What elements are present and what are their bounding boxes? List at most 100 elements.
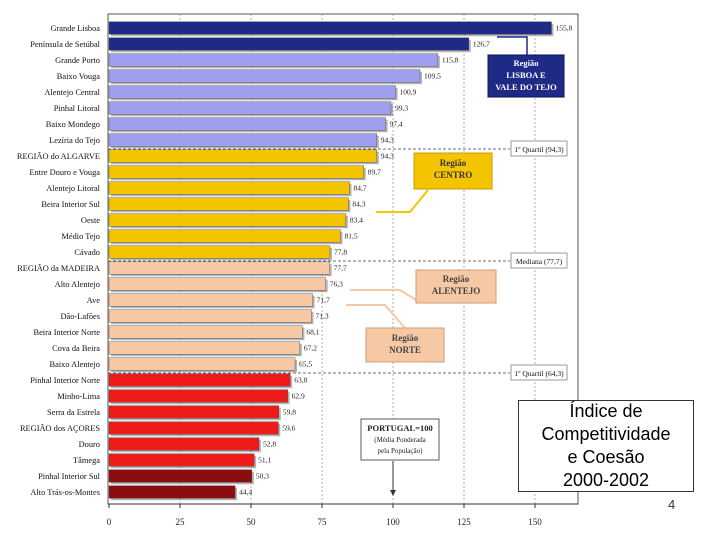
lisboa-region-text: VALE DO TEJO [495,82,557,92]
bar-13 [108,213,347,227]
centro-region-text: Região [440,158,467,168]
bar-1 [108,21,552,35]
reference-label-box [510,140,568,157]
bar-20 [108,325,303,339]
bar-25 [108,405,280,419]
value-label: 65,5 [299,360,312,369]
category-label: Baixo Alentejo [50,360,100,369]
value-label: 76,3 [330,280,343,289]
bar-24 [108,389,288,403]
reference-label: 1º Quartil (94,3) [514,145,564,154]
value-label: 109,5 [424,72,441,81]
x-tick-label: 25 [176,517,186,527]
category-label: Pinhal Litoral [54,104,101,113]
norte-region-text: Região [392,333,419,343]
value-label: 89,7 [368,168,381,177]
portugal-arrowhead [390,490,396,496]
bar-16 [108,261,330,275]
centro-region-box [413,152,493,190]
reference-label: 1º Quartil (64,3) [514,369,564,378]
norte-region-text: NORTE [389,345,421,355]
lisboa-region-box [487,54,565,98]
value-label: 77,8 [334,248,347,257]
value-label: 94,3 [381,136,394,145]
value-label: 126,7 [473,40,490,49]
value-label: 59,8 [283,408,296,417]
category-label: REGIÃO da MADEIRA [17,263,100,273]
category-label: Baixo Mondego [46,120,100,129]
category-label: Península de Setúbal [30,40,100,49]
chart-caption: Índice de Competitividade e Coesão 2000-… [518,400,694,492]
lisboa-connector [497,36,528,55]
alentejo-region-text: Região [443,274,470,284]
page-number: 4 [668,497,676,512]
value-label: 59,6 [282,424,295,433]
category-label: Dão-Lafões [60,312,100,321]
x-tick-label: 125 [457,517,471,527]
category-label: REGIÃO dos AÇORES [20,423,100,433]
category-label: Grande Porto [55,56,100,65]
reference-label-box [510,364,568,381]
lisboa-region-text: LISBOA E [506,70,546,80]
caption-line-2: Competitividade [541,424,671,444]
bar-7 [108,117,386,131]
reference-label: Mediana (77,7) [516,257,563,266]
value-label: 83,4 [350,216,363,225]
category-label: Beira Interior Sul [41,200,100,209]
reference-label-box [510,252,568,269]
category-label: Cova da Beira [52,344,100,353]
value-label: 84,3 [352,200,365,209]
value-label: 94,3 [381,152,394,161]
bar-30 [108,485,236,499]
value-label: 77,7 [334,264,347,273]
category-label: Ave [87,296,101,305]
centro-connector [376,189,429,213]
bar-22 [108,357,296,371]
x-tick-label: 50 [247,517,257,527]
alentejo-region-box [415,269,497,304]
category-label: Baixo Vouga [57,72,100,81]
norte-connector [346,304,406,329]
portugal-text: (Média Ponderada [374,436,426,444]
bar-15 [108,245,331,259]
value-label: 84,7 [354,184,367,193]
value-label: 97,4 [390,120,403,129]
category-label: Pinhal Interior Norte [30,376,100,385]
category-label: Douro [79,440,100,449]
alentejo-region-text: ALENTEJO [432,286,481,296]
bar-21 [108,341,301,355]
bar-9 [108,149,378,163]
value-label: 52,8 [263,440,276,449]
value-label: 44,4 [239,488,252,497]
value-label: 62,9 [292,392,305,401]
bar-11 [108,181,350,195]
value-label: 67,2 [304,344,317,353]
bar-10 [108,165,364,179]
value-label: 71,7 [317,296,330,305]
category-label: Minho-Lima [57,392,100,401]
category-label: Alentejo Litoral [46,184,100,193]
bar-17 [108,277,326,291]
category-label: Alto Alentejo [55,280,100,289]
value-label: 68,1 [306,328,319,337]
caption-line-4: 2000-2002 [562,470,650,490]
caption-line-3: e Coesão [567,447,645,467]
value-label: 115,8 [442,56,459,65]
bar-14 [108,229,341,243]
x-tick-label: 75 [318,517,328,527]
x-tick-label: 150 [528,517,542,527]
value-label: 100,9 [400,88,417,97]
bar-2 [108,37,470,51]
norte-region-box [365,327,445,363]
category-label: Médio Tejo [61,232,100,241]
portugal-box [360,418,440,461]
bar-27 [108,437,260,451]
value-label: 71,3 [315,312,328,321]
bar-23 [108,373,291,387]
bar-12 [108,197,349,211]
value-label: 63,8 [294,376,307,385]
category-label: Oeste [81,216,100,225]
category-label: REGIÃO do ALGARVE [17,151,100,161]
bar-18 [108,293,313,307]
portugal-text: PORTUGAL=100 [367,423,432,433]
